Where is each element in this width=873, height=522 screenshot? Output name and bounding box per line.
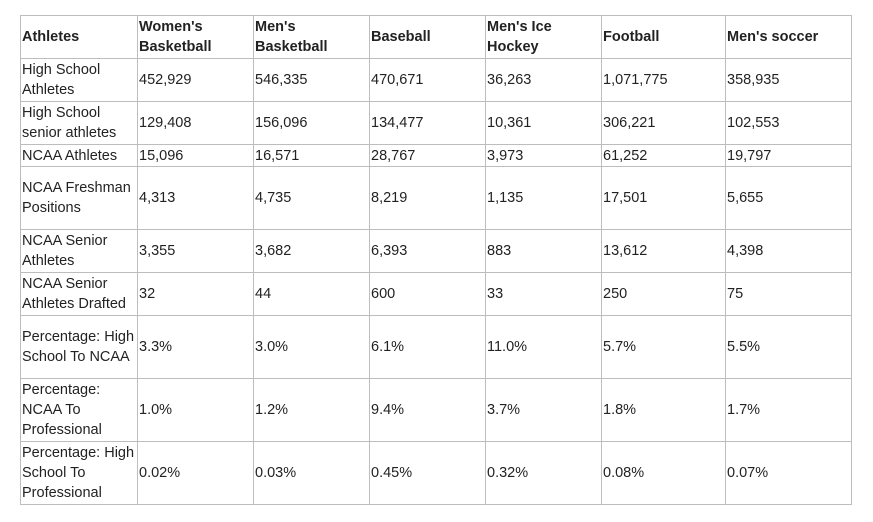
athletes-statistics-table: Athletes Women's Basketball Men's Basket…	[20, 15, 852, 505]
table-cell: 134,477	[369, 101, 486, 145]
header-athletes: Athletes	[20, 15, 138, 59]
header-mens-soccer: Men's soccer	[725, 15, 852, 59]
table-row: Percentage: High School To Professional 0…	[20, 441, 852, 505]
table-cell: 6.1%	[369, 315, 486, 379]
table-cell: 15,096	[137, 144, 254, 167]
table-cell: 0.03%	[253, 441, 370, 505]
table-header-row: Athletes Women's Basketball Men's Basket…	[20, 15, 852, 59]
table-cell: 11.0%	[485, 315, 602, 379]
table-cell: 129,408	[137, 101, 254, 145]
table-row: High School senior athletes 129,408 156,09…	[20, 101, 852, 145]
row-label: NCAA Senior Athletes	[20, 229, 138, 273]
table-cell: 3.3%	[137, 315, 254, 379]
table-cell: 3,973	[485, 144, 602, 167]
table-cell: 32	[137, 272, 254, 316]
table-cell: 0.08%	[601, 441, 726, 505]
row-label: High School senior athletes	[20, 101, 138, 145]
row-label: Percentage: NCAA To Professional	[20, 378, 138, 442]
table-cell: 3,355	[137, 229, 254, 273]
table-cell: 1,135	[485, 166, 602, 230]
table-cell: 883	[485, 229, 602, 273]
table-cell: 1,071,775	[601, 58, 726, 102]
table-cell: 8,219	[369, 166, 486, 230]
table-cell: 28,767	[369, 144, 486, 167]
table-cell: 44	[253, 272, 370, 316]
table-row: High School Athletes 452,929 546,335 470,67…	[20, 58, 852, 102]
table-cell: 1.7%	[725, 378, 852, 442]
table-row: NCAA Senior Athletes 3,355 3,682 6,393 883 13…	[20, 229, 852, 273]
table-row: NCAA Senior Athletes Drafted 32 44 600 33 250…	[20, 272, 852, 316]
row-label: Percentage: High School To NCAA	[20, 315, 138, 379]
table-cell: 4,313	[137, 166, 254, 230]
table-cell: 61,252	[601, 144, 726, 167]
table-cell: 3,682	[253, 229, 370, 273]
table-cell: 600	[369, 272, 486, 316]
row-label: High School Athletes	[20, 58, 138, 102]
table-cell: 0.02%	[137, 441, 254, 505]
table-cell: 102,553	[725, 101, 852, 145]
header-mens-basketball: Men's Basketball	[253, 15, 370, 59]
header-womens-basketball: Women's Basketball	[137, 15, 254, 59]
table-cell: 3.7%	[485, 378, 602, 442]
table-cell: 452,929	[137, 58, 254, 102]
table-cell: 1.0%	[137, 378, 254, 442]
table-cell: 36,263	[485, 58, 602, 102]
table-cell: 9.4%	[369, 378, 486, 442]
table-row: NCAA Athletes 15,096 16,571 28,767 3,973 61,2…	[20, 144, 852, 167]
table-cell: 13,612	[601, 229, 726, 273]
table-cell: 470,671	[369, 58, 486, 102]
table-cell: 33	[485, 272, 602, 316]
row-label: NCAA Senior Athletes Drafted	[20, 272, 138, 316]
table-cell: 250	[601, 272, 726, 316]
row-label: Percentage: High School To Professional	[20, 441, 138, 505]
table-cell: 546,335	[253, 58, 370, 102]
table-cell: 16,571	[253, 144, 370, 167]
table-cell: 17,501	[601, 166, 726, 230]
table-cell: 306,221	[601, 101, 726, 145]
header-football: Football	[601, 15, 726, 59]
table-cell: 10,361	[485, 101, 602, 145]
table-cell: 5,655	[725, 166, 852, 230]
row-label: NCAA Athletes	[20, 144, 138, 167]
table-cell: 6,393	[369, 229, 486, 273]
table-cell: 75	[725, 272, 852, 316]
table-cell: 156,096	[253, 101, 370, 145]
table-cell: 0.07%	[725, 441, 852, 505]
table-cell: 5.5%	[725, 315, 852, 379]
table-cell: 19,797	[725, 144, 852, 167]
table-cell: 358,935	[725, 58, 852, 102]
table-cell: 0.32%	[485, 441, 602, 505]
table-cell: 4,398	[725, 229, 852, 273]
header-mens-ice-hockey: Men's Ice Hockey	[485, 15, 602, 59]
table-cell: 4,735	[253, 166, 370, 230]
table-row: Percentage: NCAA To Professional 1.0% 1.2%…	[20, 378, 852, 442]
header-baseball: Baseball	[369, 15, 486, 59]
table-row: NCAA Freshman Positions 4,313 4,735 8,219 1,…	[20, 166, 852, 230]
table-cell: 5.7%	[601, 315, 726, 379]
table-cell: 1.8%	[601, 378, 726, 442]
row-label: NCAA Freshman Positions	[20, 166, 138, 230]
table-cell: 1.2%	[253, 378, 370, 442]
table-cell: 3.0%	[253, 315, 370, 379]
table-row: Percentage: High School To NCAA 3.3% 3.0% 6…	[20, 315, 852, 379]
table-cell: 0.45%	[369, 441, 486, 505]
